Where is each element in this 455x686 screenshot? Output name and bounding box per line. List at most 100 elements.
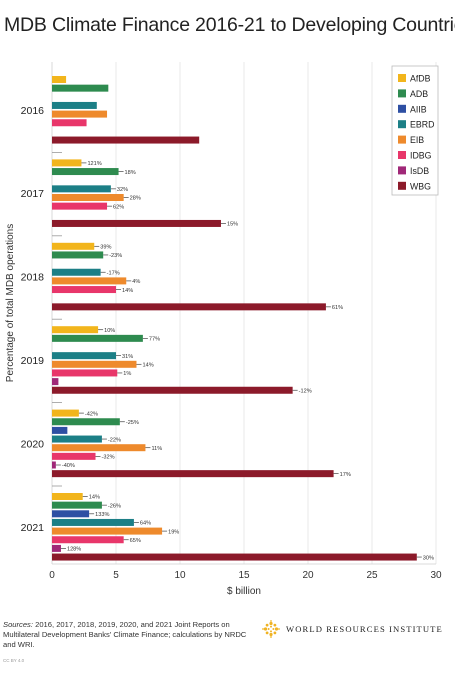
bar [52,426,68,434]
bar [52,553,417,561]
bar [52,409,79,417]
legend-swatch [398,89,406,98]
legend-swatch [398,74,406,82]
wri-flower-icon [262,620,280,638]
legend-swatch [398,120,406,129]
bar [52,242,95,250]
legend-label: AIIB [410,104,427,114]
data-label: 15% [227,222,238,228]
x-tick-label: 0 [49,570,55,581]
source-text: 2016, 2017, 2018, 2019, 2020, and 2021 J… [3,620,247,649]
x-tick-label: 20 [302,570,314,581]
data-label: -40% [62,463,75,469]
bar-chart: 0 5 10 15 20 25 30 2016 2017 121% 18% 32%28% 62% 15% 2… [5,62,442,597]
data-label: 14% [89,495,100,501]
bar [52,84,109,92]
category-label: 2016 [21,105,45,117]
bar [52,352,116,360]
data-label: 39% [100,245,111,251]
bar [52,110,108,118]
org-logo: WORLD RESOURCES INSTITUTE [262,620,443,638]
data-label: 64% [140,521,151,527]
category-label: 2019 [21,355,45,367]
data-label: -25% [126,420,139,426]
data-label: 121% [87,161,101,167]
bar [52,326,99,334]
bar [52,159,82,167]
data-label: 18% [125,170,136,176]
legend-label: ADB [410,89,428,99]
bar [52,168,119,176]
credit-note: CC BY 4.0 [3,658,25,663]
source-note: Sources: 2016, 2017, 2018, 2019, 2020, a… [3,620,253,650]
bar [52,510,90,518]
data-label: -26% [108,503,121,509]
data-label: 11% [151,446,162,452]
x-axis-title: $ billion [227,586,261,597]
data-label: -12% [299,388,312,394]
data-label: 62% [113,204,124,210]
x-tick-label: 30 [430,570,442,581]
bar [52,527,163,535]
data-label: -17% [107,270,120,276]
legend-swatch [398,181,406,190]
bar [52,101,97,109]
data-label: 61% [332,305,343,311]
bar [52,76,67,83]
bar [52,493,83,500]
data-label: -22% [108,437,121,443]
data-label: 14% [142,363,153,369]
bar [52,435,102,443]
bar [52,470,334,478]
data-label: 17% [340,472,351,478]
bar [52,185,111,193]
bar [52,286,116,294]
bar [52,378,59,386]
legend-swatch [398,135,406,144]
bar [52,518,134,526]
bar [52,536,124,544]
data-label: 28% [130,196,141,202]
bar [52,334,143,342]
bar [52,251,104,259]
data-label: 19% [168,529,179,535]
org-name: WORLD RESOURCES INSTITUTE [286,624,443,634]
data-label: 10% [104,328,115,334]
bar [52,277,127,285]
bar [52,303,326,311]
data-label: -42% [85,411,98,417]
category-label: 2020 [21,438,45,450]
legend-swatch [398,104,406,113]
legend-swatch [398,151,406,159]
legend-label: EIB [410,135,424,145]
bar [52,119,87,127]
y-axis-title: Percentage of total MDB operations [5,224,16,382]
data-label: 65% [130,538,141,544]
source-label: Sources: [3,620,33,629]
legend-label: AfDB [410,74,431,84]
bar [52,461,56,469]
data-label: 32% [117,187,128,193]
bar [52,369,118,377]
bar [52,194,124,201]
bar [52,268,101,276]
data-label: 1% [123,371,131,377]
bar [52,501,102,509]
legend-label: IDBG [410,151,432,161]
bar [52,136,200,144]
legend-label: WBG [410,181,431,191]
bar [52,418,120,426]
legend-swatch [398,166,406,175]
data-label: -32% [102,455,115,461]
data-label: 133% [95,512,109,518]
data-label: 30% [423,555,434,561]
data-label: 31% [122,354,133,360]
bar [52,544,61,552]
x-tick-label: 25 [366,570,378,581]
category-label: 2017 [21,188,45,200]
bar [52,386,293,394]
data-label: -23% [109,253,122,259]
x-tick-label: 15 [238,570,250,581]
data-label: 77% [149,337,160,343]
x-tick-label: 10 [174,570,186,581]
